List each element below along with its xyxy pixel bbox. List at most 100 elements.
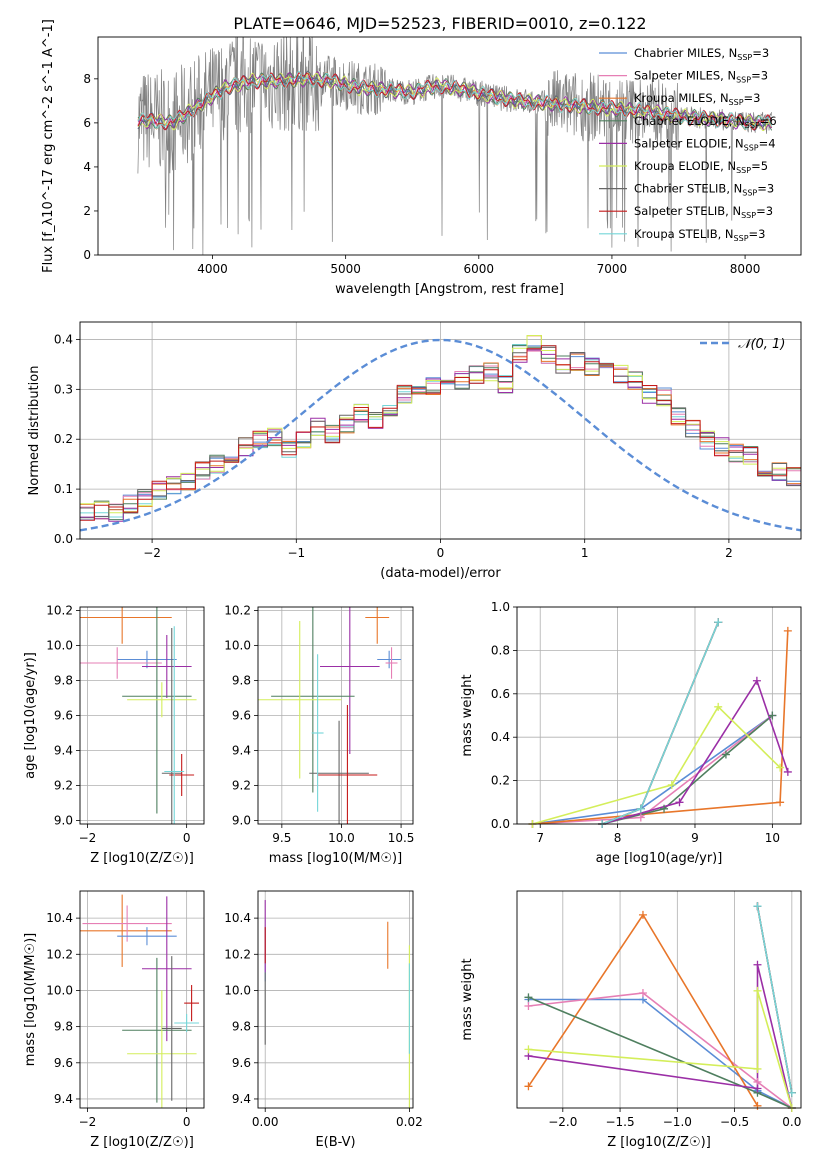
x-axis-label: age [log10(age/yr)] [596,851,723,866]
y-tick-label: 9.4 [232,744,251,758]
legend-subscript: SSP [742,189,757,198]
y-tick-label: 2 [83,204,91,218]
legend-subscript: SSP [737,53,752,62]
weight-marker [660,804,669,813]
weight-marker [776,798,785,807]
legend-entry: Kroupa ELODIE, NSSP=5 [634,159,768,175]
legend-count: =5 [751,159,768,173]
weight-marker [768,711,777,720]
normal-curve [80,338,801,532]
weight-line [756,906,793,1093]
x-tick-label: −2 [79,831,97,845]
weight-marker [675,798,684,807]
weight-marker [753,902,762,911]
model-spectrum [137,70,773,131]
legend-count: =3 [752,46,769,60]
x-tick-label: −2.0 [548,1115,577,1129]
age-vs-Z-panel: −2 0 9.0 9.2 9.4 9.6 9.8 10.0 10.2 Z [log10(Z/Z☉)… [23,604,205,866]
axes-frame [516,890,802,1109]
x-axis-label: E(B-V) [315,1135,355,1150]
x-tick-label: 7 [536,831,544,845]
mass-vs-ebv-panel: 0.00 0.02 9.4 9.6 9.8 10.0 10.2 10.4 E(B-V) [224,890,423,1150]
x-tick-label: 0 [183,1115,191,1129]
weight-marker [667,780,676,789]
weight-marker [753,1084,762,1093]
y-tick-label: 10.2 [46,604,73,618]
age-vs-mass-panel: 9.5 10.0 10.5 9.0 9.2 9.4 9.6 9.8 10.0 10.2 mass [… [224,604,415,867]
weight-marker [524,1082,533,1091]
y-axis-label: mass weight [460,674,475,756]
y-tick-label: 10.2 [224,604,251,618]
x-tick-label: 9 [691,831,699,845]
y-tick-label: 0.2 [54,432,73,446]
y-tick-label: 0.2 [491,774,510,788]
legend-entry: 𝒩(0, 1) [738,337,785,352]
x-tick-label: 9.5 [272,831,291,845]
x-tick-label: −1 [287,546,305,560]
y-tick-label: 9.2 [232,779,251,793]
residual-histogram [80,350,801,508]
legend-entry: Kroupa MILES, NSSP=3 [634,91,760,107]
mass-vs-ebv-plot-area [264,900,410,1108]
weight-line [532,714,773,824]
x-tick-label: 10.0 [328,831,355,845]
y-tick-label: 0.0 [491,817,510,831]
x-tick-label: 10.5 [388,831,415,845]
weight-marker [753,986,762,995]
x-tick-label: 1 [581,546,589,560]
y-tick-label: 10.4 [224,911,251,925]
y-tick-label: 0.3 [54,382,73,396]
legend-subscript: SSP [744,143,759,152]
weight-line [528,998,793,1108]
weight-marker [753,1101,762,1110]
weight-marker [783,767,792,776]
x-tick-label: −2 [143,546,161,560]
y-tick-label: 10.0 [224,983,251,997]
weight-marker [753,960,762,969]
y-tick-label: 9.0 [232,814,251,828]
y-tick-label: 6 [83,116,91,130]
weight-marker [714,618,723,627]
legend-count: =3 [757,182,774,196]
spectrum-panel: 4000 5000 6000 7000 8000 0 2 4 6 8 wavelength [Ang… [41,19,802,297]
y-tick-label: 10.4 [46,911,73,925]
y-tick-label: 9.8 [232,1020,251,1034]
x-axis-label: (data-model)/error [380,566,501,581]
y-tick-label: 10.0 [46,639,73,653]
axes-frame [97,36,802,256]
axes-frame [257,606,414,825]
legend-subscript: SSP [734,234,749,243]
weight-marker [524,1045,533,1054]
mass-vs-Z-plot-area [80,894,200,1108]
residual-histogram [80,335,801,520]
weight-marker [721,750,730,759]
axes-frame [79,321,802,540]
legend-count: =3 [751,69,768,83]
y-tick-label: 9.0 [54,814,73,828]
axes-frame [79,606,205,825]
x-tick-label: −2 [79,1115,97,1129]
y-axis-label: mass [log10(M/M☉)] [23,933,38,1066]
observed-spectrum [137,37,773,255]
y-tick-label: 1.0 [491,600,510,614]
legend-entry: Chabrier MILES, NSSP=3 [634,46,769,62]
y-tick-label: 0 [83,248,91,262]
weight-vs-Z-plot-area [527,906,793,1108]
axes-frame [257,890,414,1109]
x-tick-label: 8000 [730,262,761,276]
x-tick-label: 7000 [597,262,628,276]
legend-count: =4 [759,136,776,150]
y-tick-label: 10.0 [224,639,251,653]
weight-marker [753,1064,762,1073]
y-tick-label: 9.6 [232,709,251,723]
y-tick-label: 0.1 [54,482,73,496]
legend-entry: Salpeter ELODIE, NSSP=4 [634,136,776,152]
y-tick-label: 9.6 [54,709,73,723]
weight-vs-age-plot-area [532,621,789,824]
legend-entry: Chabrier STELIB, NSSP=3 [634,182,774,198]
x-tick-label: 5000 [330,262,361,276]
y-tick-label: 0.0 [54,532,73,546]
x-tick-label: 0.00 [252,1115,279,1129]
weight-marker [524,993,533,1002]
